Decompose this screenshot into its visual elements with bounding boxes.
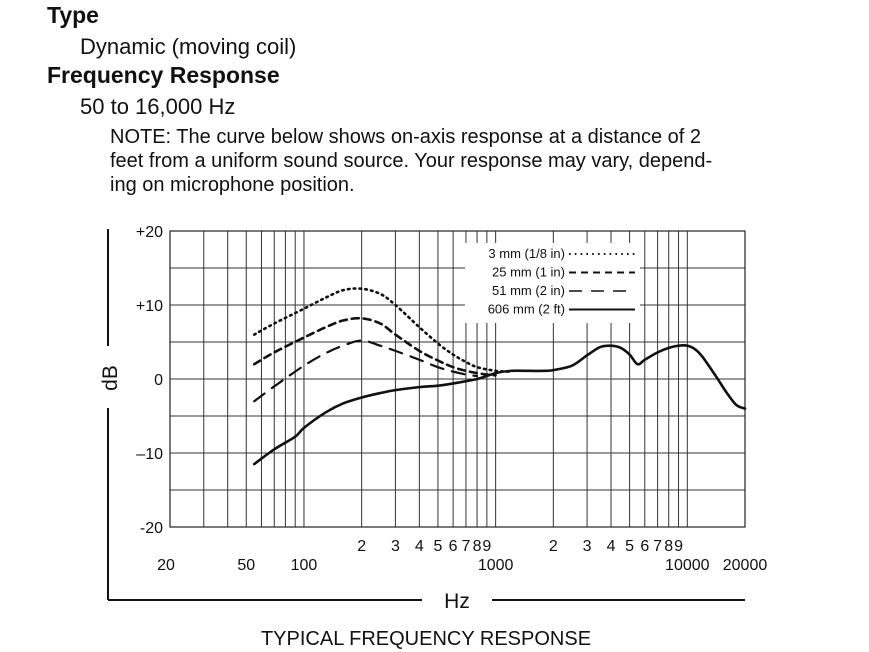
x-minor-tick-label: 3 <box>391 538 400 555</box>
x-minor-tick-label: 2 <box>357 538 366 555</box>
y-tick-label: +10 <box>136 298 163 315</box>
x-tick-label: 20000 <box>723 557 768 574</box>
y-tick-label: -20 <box>140 520 163 537</box>
chart-title: TYPICAL FREQUENCY RESPONSE <box>261 628 591 650</box>
x-minor-tick-label: 7 <box>461 538 470 555</box>
note-line: NOTE: The curve below shows on-axis resp… <box>110 126 702 148</box>
frequency-response-heading: Frequency Response <box>47 62 280 88</box>
chart-legend: 3 mm (1/8 in) 25 mm (1 in) 51 mm (2 in) 606… <box>465 243 640 323</box>
x-minor-tick-label: 6 <box>640 538 649 555</box>
x-minor-tick-label: 8 <box>473 538 482 555</box>
y-axis-label: dB <box>99 365 122 391</box>
x-axis-label: Hz <box>444 590 470 613</box>
x-minor-tick-label: 2 <box>549 538 558 555</box>
note-line: ing on microphone position. <box>110 174 355 196</box>
legend-label: 606 mm (2 ft) <box>488 302 565 317</box>
x-minor-tick-label: 5 <box>625 538 634 555</box>
type-value: Dynamic (moving coil) <box>80 34 297 59</box>
type-heading: Type <box>47 2 99 28</box>
x-tick-label: 10000 <box>665 557 710 574</box>
x-minor-tick-label: 6 <box>449 538 458 555</box>
y-tick-label: –10 <box>136 446 163 463</box>
x-minor-tick-label: 9 <box>674 538 683 555</box>
chart-frame <box>169 230 746 528</box>
note-line: feet from a uniform sound source. Your r… <box>110 150 713 172</box>
x-tick-label: 1000 <box>478 557 514 574</box>
series-line-dashed <box>252 316 497 377</box>
chart-labels: dB Hz TYPICAL FREQUENCY RESPONSE <box>99 229 745 650</box>
legend-label: 25 mm (1 in) <box>492 265 565 280</box>
x-minor-tick-label: 4 <box>607 538 616 555</box>
legend-label: 3 mm (1/8 in) <box>488 246 565 261</box>
x-minor-tick-label: 3 <box>583 538 592 555</box>
chart-curves <box>252 287 747 466</box>
legend-label: 51 mm (2 in) <box>492 283 565 298</box>
series-line-dotted <box>252 287 513 373</box>
x-tick-label: 20 <box>157 557 175 574</box>
plot-border <box>169 230 746 528</box>
x-tick-label: 100 <box>291 557 318 574</box>
x-minor-tick-label: 8 <box>664 538 673 555</box>
y-tick-label: 0 <box>154 372 163 389</box>
y-tick-label: +20 <box>136 224 163 241</box>
x-minor-tick-label: 9 <box>482 538 491 555</box>
x-minor-tick-label: 5 <box>433 538 442 555</box>
frequency-range-value: 50 to 16,000 Hz <box>80 94 236 119</box>
series-line-solid <box>252 344 747 466</box>
x-minor-tick-label: 7 <box>653 538 662 555</box>
x-tick-label: 50 <box>237 557 255 574</box>
response-note: NOTE: The curve below shows on-axis resp… <box>110 125 830 197</box>
x-minor-tick-label: 4 <box>415 538 424 555</box>
chart-grid <box>170 231 745 527</box>
series-line-longdash <box>253 339 479 403</box>
